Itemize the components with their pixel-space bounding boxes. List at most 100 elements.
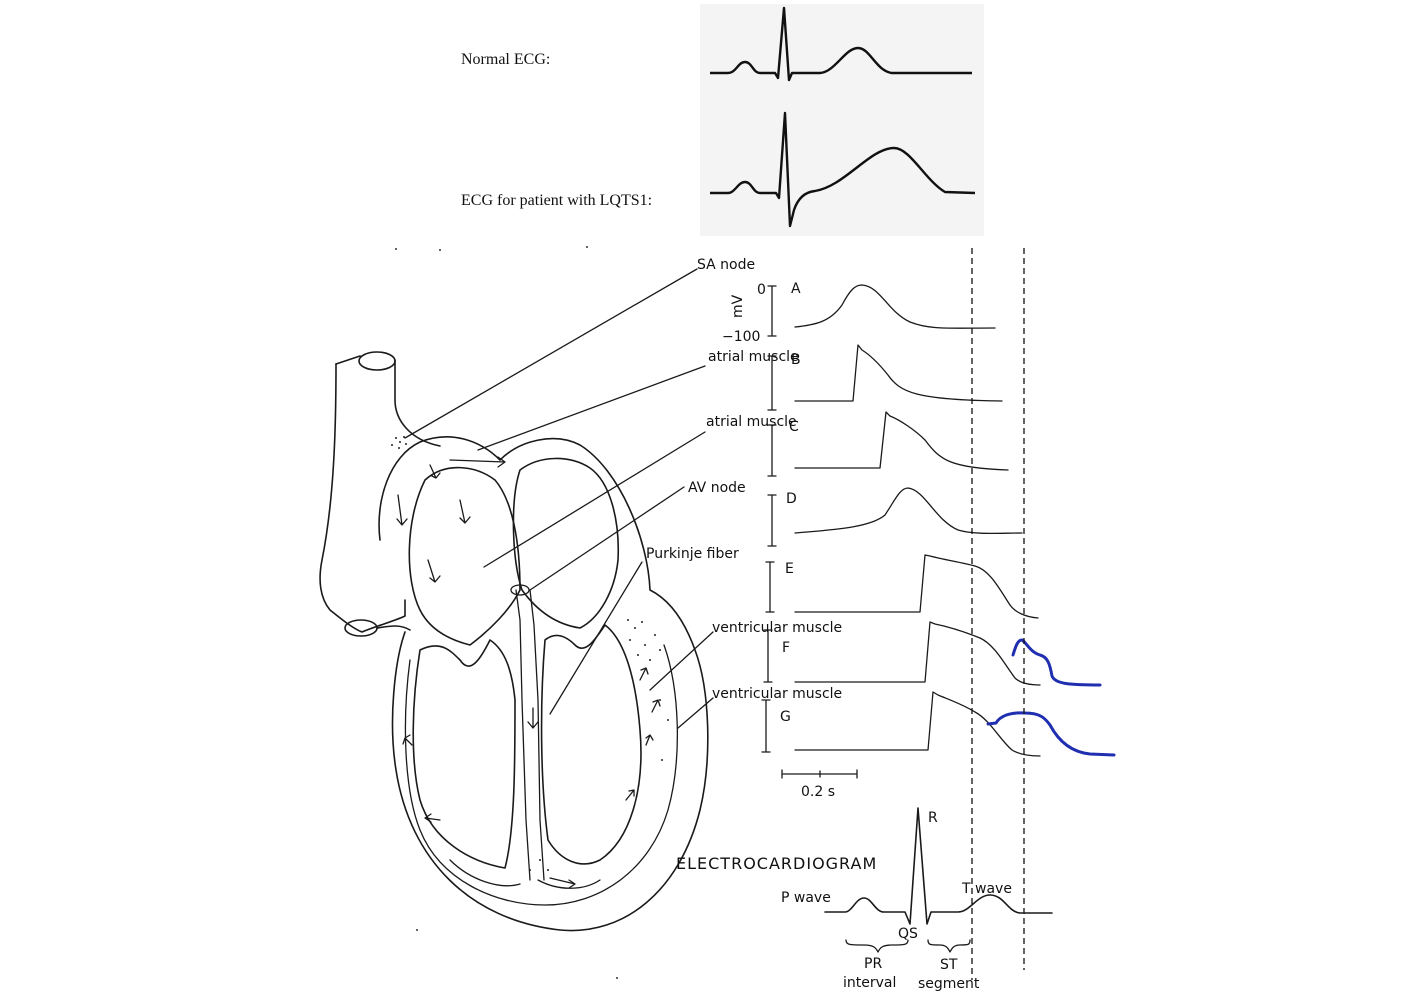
bundle-of-his xyxy=(515,589,545,881)
trace-b-atrial xyxy=(794,344,1003,402)
leader-av-node xyxy=(529,486,685,591)
axis-unit-label: mV xyxy=(730,294,746,318)
label-ventricular-1: ventricular muscle xyxy=(712,620,842,636)
pr-label-line2: interval xyxy=(843,975,896,991)
arrow-lv-2 xyxy=(651,699,661,713)
trace-d-av-node xyxy=(794,487,1023,535)
leader-atrial-muscle-1 xyxy=(477,365,706,451)
arrow-lv-1 xyxy=(639,667,649,681)
conduction-arrows xyxy=(396,456,661,889)
ventricular-wall-inner xyxy=(404,644,678,906)
trace-g-ventricular xyxy=(794,691,1041,757)
arrow-apex xyxy=(549,877,576,889)
left-bundle-branch xyxy=(537,879,601,889)
arrow-rv-wall xyxy=(402,734,413,746)
pr-label-line1: PR xyxy=(864,956,882,972)
trace-letter-c: C xyxy=(789,419,799,435)
trace-scale-bar-g xyxy=(761,699,771,753)
right-ventricle xyxy=(412,639,516,869)
trace-c-atrial xyxy=(794,411,1009,471)
blue-prolonged-trace-f xyxy=(1011,638,1102,687)
arrow-right-atrium-3 xyxy=(427,559,441,583)
left-atrium xyxy=(512,457,620,629)
leader-ventricular-2 xyxy=(677,697,714,729)
heart-outline xyxy=(378,436,709,932)
ecg-panel-background xyxy=(700,4,984,236)
trace-letter-e: E xyxy=(785,561,794,577)
normal-ecg-label: Normal ECG: xyxy=(461,51,550,68)
st-segment-brace xyxy=(927,939,971,953)
st-label-line1: ST xyxy=(940,957,958,973)
trace-scale-bar-e xyxy=(765,561,775,613)
st-label-line2: segment xyxy=(918,976,980,992)
trace-letters: A B C D E F G xyxy=(780,281,801,725)
leader-ventricular-1 xyxy=(649,631,714,691)
arrow-rv-base xyxy=(424,813,441,823)
arrow-lv-3 xyxy=(645,734,654,746)
right-atrium xyxy=(408,466,521,646)
blue-prolonged-trace-g xyxy=(986,711,1116,757)
voltage-axis: mV 0 −100 xyxy=(722,282,766,345)
label-av-node: AV node xyxy=(688,480,746,496)
trace-scale-bars xyxy=(761,285,777,753)
ecg-qs-label: QS xyxy=(898,926,918,942)
normal-ecg-trace xyxy=(710,6,972,82)
label-atrial-muscle-2: atrial muscle xyxy=(706,414,797,430)
arrow-right-atrium-1 xyxy=(396,494,408,526)
arrow-sa-1 xyxy=(429,464,441,479)
pr-interval-brace xyxy=(845,939,909,953)
lqts-ecg-trace xyxy=(710,111,976,228)
leader-atrial-muscle-2 xyxy=(483,431,706,568)
lqts-ecg-label: ECG for patient with LQTS1: xyxy=(461,192,652,209)
purkinje-stipple xyxy=(529,619,669,871)
superior-vena-cava xyxy=(319,363,406,633)
ecg-r-label: R xyxy=(928,810,938,826)
trace-letter-g: G xyxy=(780,709,791,725)
trace-scale-bar-d xyxy=(767,494,777,547)
sa-node-stipple xyxy=(391,436,407,449)
ecg-t-wave-label: T wave xyxy=(961,881,1012,897)
ecg-p-wave-label: P wave xyxy=(781,890,831,906)
left-ventricle xyxy=(540,624,642,865)
right-bundle-branch xyxy=(449,859,521,887)
trace-scale-bar-c xyxy=(767,424,777,477)
prolonged-ap-annotations xyxy=(986,638,1116,757)
label-atrial-muscle-1: atrial muscle xyxy=(708,349,799,365)
callout-labels: SA node atrial muscle atrial muscle AV n… xyxy=(646,257,842,702)
heart-illustration xyxy=(319,351,709,932)
trace-e-purkinje xyxy=(794,554,1039,619)
ecg-title: ELECTROCARDIOGRAM xyxy=(676,854,877,873)
inferior-vena-cava xyxy=(376,625,411,631)
arrow-septum xyxy=(527,707,539,729)
trace-letter-d: D xyxy=(786,491,797,507)
trace-letter-a: A xyxy=(791,281,801,297)
axis-top-value: 0 xyxy=(757,282,766,298)
label-ventricular-2: ventricular muscle xyxy=(712,686,842,702)
trace-a-sa-node xyxy=(794,284,996,329)
time-scale-line xyxy=(781,769,858,779)
label-sa-node: SA node xyxy=(697,257,755,273)
scan-specks xyxy=(395,246,618,979)
arrow-lv-4 xyxy=(625,789,635,801)
trace-scale-bar-b xyxy=(767,355,777,411)
time-scale-bar: 0.2 s xyxy=(781,769,858,800)
trace-letter-b: B xyxy=(791,352,801,368)
trace-scale-bar-f xyxy=(763,629,773,683)
arrow-right-atrium-2 xyxy=(459,499,471,524)
vessel-wall xyxy=(335,355,441,447)
label-purkinje: Purkinje fiber xyxy=(646,546,739,562)
axis-bottom-value: −100 xyxy=(722,329,760,345)
trace-scale-bar-a xyxy=(767,285,777,337)
leader-purkinje xyxy=(549,561,643,715)
ecg-comparison: Normal ECG: ECG for patient with LQTS1: xyxy=(461,4,984,236)
trace-letter-f: F xyxy=(782,640,790,656)
arrow-sa-2 xyxy=(449,456,506,468)
callout-leaders xyxy=(404,268,714,729)
leader-sa-node xyxy=(404,268,698,439)
av-node-shape xyxy=(510,584,530,596)
vessel-opening-top xyxy=(358,351,396,371)
ecg-lead-trace xyxy=(824,807,1053,925)
time-scale-label: 0.2 s xyxy=(801,784,835,800)
electrocardiogram-section: ELECTROCARDIOGRAM R QS P wave T wave PR … xyxy=(676,807,1053,992)
